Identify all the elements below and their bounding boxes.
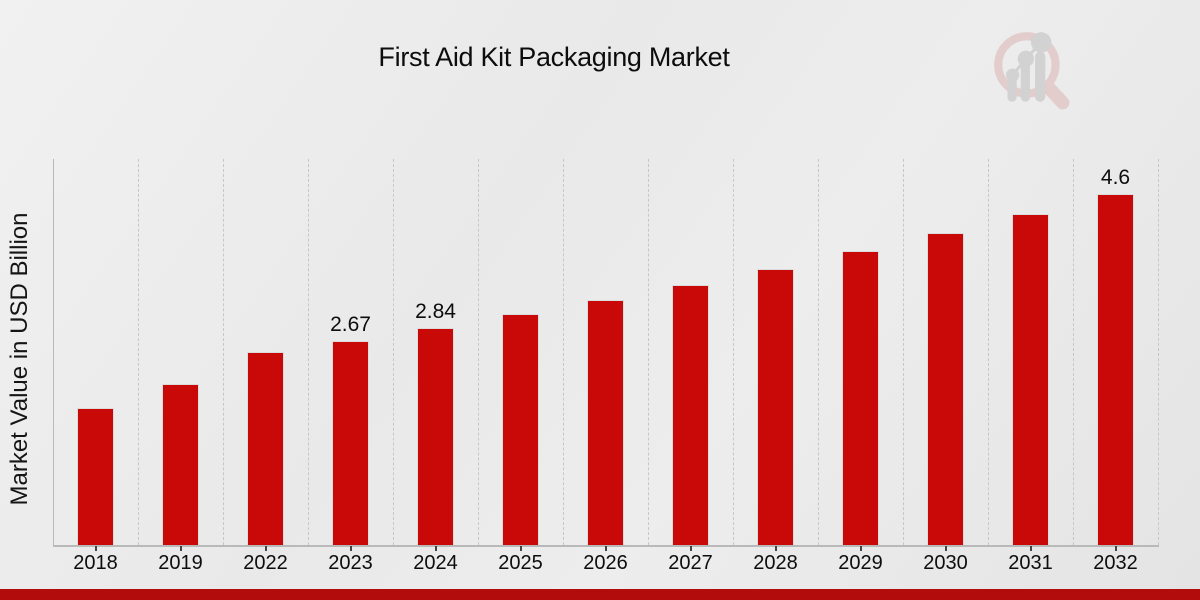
bar-value-label: 2.84 bbox=[415, 300, 456, 323]
x-tick-label: 2018 bbox=[73, 552, 118, 574]
gridline bbox=[308, 159, 309, 545]
x-tick bbox=[689, 546, 692, 551]
bar-2022 bbox=[248, 353, 283, 545]
gridline bbox=[1073, 159, 1074, 545]
gridline bbox=[393, 159, 394, 545]
gridline bbox=[733, 159, 734, 545]
magnifier-bar-chart-icon bbox=[994, 32, 1070, 110]
gridline bbox=[648, 159, 649, 545]
y-axis-line bbox=[53, 159, 54, 545]
x-tick bbox=[264, 546, 267, 551]
chart-title: First Aid Kit Packaging Market bbox=[378, 42, 730, 72]
bar-2028 bbox=[758, 270, 793, 545]
magnifier-handle bbox=[1042, 81, 1070, 110]
plot-area: 2.67 2.84 4.6 bbox=[53, 159, 1159, 545]
gridline bbox=[223, 159, 224, 545]
bar-value-label: 2.67 bbox=[330, 313, 371, 336]
logo-dot bbox=[1030, 32, 1052, 53]
x-tick bbox=[94, 546, 97, 551]
bar-2023 bbox=[333, 342, 368, 545]
bar-2032 bbox=[1098, 195, 1133, 545]
bar-2027 bbox=[673, 286, 708, 545]
x-tick-label: 2024 bbox=[413, 552, 458, 574]
bar-2025 bbox=[503, 315, 538, 545]
bar-2030 bbox=[928, 234, 963, 545]
x-tick bbox=[519, 546, 522, 551]
x-tick bbox=[859, 546, 862, 551]
accent-strip bbox=[0, 589, 1200, 600]
gridline bbox=[988, 159, 989, 545]
x-tick-label: 2019 bbox=[158, 552, 203, 574]
x-tick-label: 2025 bbox=[498, 552, 543, 574]
bar-2026 bbox=[588, 301, 623, 545]
x-tick-label: 2031 bbox=[1008, 552, 1053, 574]
x-tick bbox=[944, 546, 947, 551]
x-tick-label: 2023 bbox=[328, 552, 373, 574]
gridline bbox=[563, 159, 564, 545]
logo-bar bbox=[1035, 51, 1046, 102]
x-tick bbox=[774, 546, 777, 551]
y-axis-label: Market Value in USD Billion bbox=[6, 212, 33, 506]
logo-bar bbox=[1020, 61, 1030, 102]
gridline bbox=[478, 159, 479, 545]
x-tick-label: 2032 bbox=[1093, 552, 1138, 574]
x-tick-label: 2027 bbox=[668, 552, 713, 574]
x-tick bbox=[349, 546, 352, 551]
x-tick bbox=[604, 546, 607, 551]
x-tick-label: 2022 bbox=[243, 552, 288, 574]
logo-dot bbox=[1017, 50, 1035, 67]
bar-2031 bbox=[1013, 215, 1048, 545]
gridline bbox=[818, 159, 819, 545]
bar-2029 bbox=[843, 252, 878, 545]
x-tick-label: 2030 bbox=[923, 552, 968, 574]
x-tick bbox=[434, 546, 437, 551]
gridline bbox=[1158, 159, 1159, 545]
x-tick bbox=[1114, 546, 1117, 551]
gridline bbox=[903, 159, 904, 545]
bar-2018 bbox=[78, 409, 113, 545]
bar-2019 bbox=[163, 385, 198, 545]
watermark-logo bbox=[986, 24, 1078, 116]
bar-2024 bbox=[418, 329, 453, 545]
x-tick-label: 2026 bbox=[583, 552, 628, 574]
x-tick-label: 2029 bbox=[838, 552, 883, 574]
x-tick bbox=[179, 546, 182, 551]
x-tick-label: 2028 bbox=[753, 552, 798, 574]
logo-dot bbox=[1005, 68, 1020, 82]
x-tick bbox=[1029, 546, 1032, 551]
gridline bbox=[138, 159, 139, 545]
bar-value-label: 4.6 bbox=[1100, 166, 1131, 189]
